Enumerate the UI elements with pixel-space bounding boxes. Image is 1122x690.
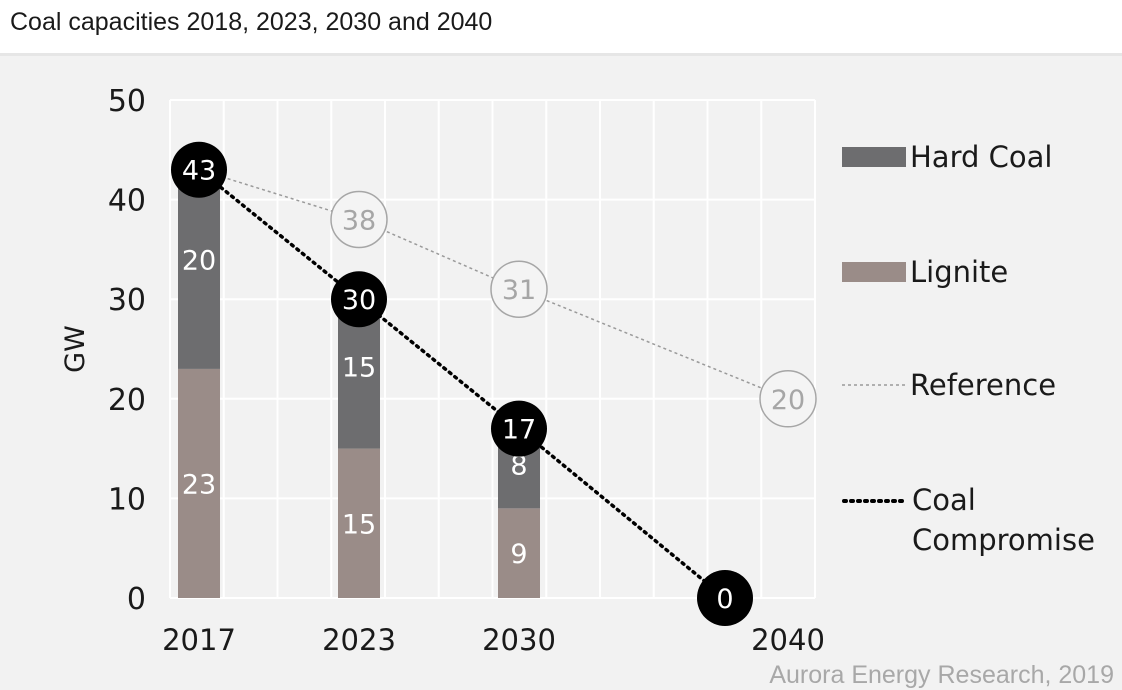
data-label-hard-coal: 8 <box>510 451 527 482</box>
coal-compromise-label: 43 <box>182 156 216 187</box>
data-label-hard-coal: 20 <box>182 245 216 276</box>
reference-line <box>198 169 789 400</box>
data-label-lignite: 23 <box>182 469 216 500</box>
coal-compromise-label: 30 <box>342 285 376 316</box>
data-label-hard-coal: 15 <box>342 352 376 383</box>
coal-compromise-marker <box>171 141 227 198</box>
data-label-lignite: 9 <box>510 539 527 570</box>
reference-label: 31 <box>502 275 536 306</box>
bar-lignite <box>338 448 380 598</box>
legend-label: Lignite <box>910 255 1008 289</box>
y-tick-label: 20 <box>108 383 146 418</box>
reference-marker <box>490 260 548 318</box>
bar-lignite <box>498 508 540 598</box>
y-axis-label: GW <box>60 325 91 373</box>
reference-marker <box>330 190 388 249</box>
reference-label: 38 <box>342 206 376 237</box>
y-tick-label: 0 <box>127 582 146 617</box>
y-tick-label: 40 <box>108 184 146 219</box>
x-tick-label: 2040 <box>751 623 825 657</box>
coal-compromise-label: 0 <box>716 584 733 615</box>
legend-label: Hard Coal <box>910 140 1052 174</box>
coal-compromise-line <box>197 167 727 600</box>
coal-compromise-marker <box>491 400 547 457</box>
legend-label: Reference <box>910 368 1056 402</box>
coal-compromise-label: 17 <box>502 415 536 446</box>
data-label-lignite: 15 <box>342 509 376 540</box>
x-tick-label: 2023 <box>322 623 396 657</box>
y-tick-label: 10 <box>108 482 146 517</box>
chart-title: Coal capacities 2018, 2023, 2030 and 204… <box>10 8 493 36</box>
source-note: Aurora Energy Research, 2019 <box>769 661 1114 689</box>
y-tick-label: 30 <box>108 283 146 318</box>
title-bar: Coal capacities 2018, 2023, 2030 and 204… <box>0 0 1122 56</box>
bar-hard-coal <box>178 169 220 369</box>
coal-compromise-marker <box>331 271 387 328</box>
y-tick-label: 50 <box>108 84 146 119</box>
x-tick-label: 2030 <box>482 623 556 657</box>
legend-label: Compromise <box>912 523 1095 557</box>
bar-lignite <box>178 368 220 598</box>
legend-swatch-lignite <box>842 262 906 282</box>
reference-marker <box>759 370 817 428</box>
legend-swatch-hard-coal <box>842 147 906 167</box>
reference-label: 20 <box>771 385 805 416</box>
x-tick-label: 2017 <box>162 623 236 657</box>
legend-label: Coal <box>912 483 976 517</box>
coal-compromise-marker <box>697 570 753 626</box>
